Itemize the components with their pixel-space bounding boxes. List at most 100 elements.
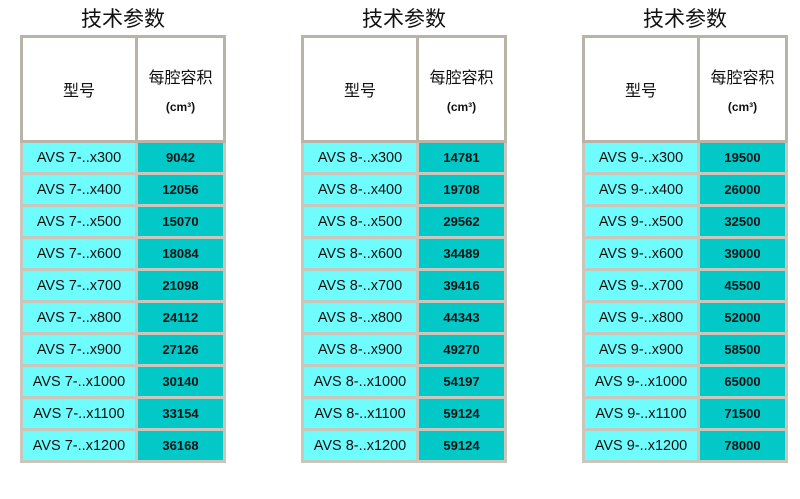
volume-cell: 26000 [697,172,788,207]
volume-label: 每腔容积 [710,68,775,87]
volume-cell: 65000 [697,364,788,399]
volume-label: 每腔容积 [148,68,213,87]
model-header: 型号 [301,35,419,143]
model-cell: AVS 8-..x1100 [301,396,419,431]
table-row: AVS 9-..x400 26000 [582,172,788,207]
volume-cell: 24112 [135,300,226,335]
table-title: 技术参数 [362,7,446,31]
model-cell: AVS 8-..x900 [301,332,419,367]
table-row: AVS 8-..x400 19708 [301,172,507,207]
volume-cell: 52000 [697,300,788,335]
spec-table: 型号 每腔容积 (cm³) AVS 7-..x300 9042 AVS 7-..x400… [20,35,226,463]
model-cell: AVS 9-..x800 [582,300,700,335]
volume-cell: 19500 [697,140,788,175]
table-row: AVS 7-..x500 15070 [20,204,226,239]
model-cell: AVS 9-..x1000 [582,364,700,399]
model-cell: AVS 8-..x400 [301,172,419,207]
table-row: AVS 7-..x900 27126 [20,332,226,367]
model-cell: AVS 8-..x300 [301,140,419,175]
model-cell: AVS 8-..x700 [301,268,419,303]
model-cell: AVS 8-..x600 [301,236,419,271]
model-cell: AVS 9-..x600 [582,236,700,271]
volume-cell: 30140 [135,364,226,399]
volume-cell: 34489 [416,236,507,271]
model-cell: AVS 7-..x700 [20,268,138,303]
table-row: AVS 7-..x1000 30140 [20,364,226,399]
table-row: AVS 8-..x1000 54197 [301,364,507,399]
header-row: 型号 每腔容积 (cm³) [301,35,507,143]
volume-cell: 12056 [135,172,226,207]
table-row: AVS 8-..x1100 59124 [301,396,507,431]
volume-cell: 59124 [416,396,507,431]
volume-cell: 78000 [697,428,788,463]
volume-cell: 59124 [416,428,507,463]
model-cell: AVS 7-..x1100 [20,396,138,431]
volume-cell: 45500 [697,268,788,303]
model-cell: AVS 8-..x800 [301,300,419,335]
table-row: AVS 9-..x700 45500 [582,268,788,303]
model-cell: AVS 9-..x300 [582,140,700,175]
spec-table: 型号 每腔容积 (cm³) AVS 8-..x300 14781 AVS 8-..x40… [301,35,507,463]
volume-cell: 14781 [416,140,507,175]
volume-cell: 54197 [416,364,507,399]
volume-cell: 18084 [135,236,226,271]
model-cell: AVS 8-..x500 [301,204,419,239]
volume-cell: 44343 [416,300,507,335]
volume-cell: 21098 [135,268,226,303]
table-row: AVS 9-..x800 52000 [582,300,788,335]
model-cell: AVS 7-..x500 [20,204,138,239]
volume-header: 每腔容积 (cm³) [697,35,788,143]
table-title: 技术参数 [81,7,165,31]
table-row: AVS 7-..x700 21098 [20,268,226,303]
volume-cell: 71500 [697,396,788,431]
volume-label: 每腔容积 [429,68,494,87]
model-cell: AVS 8-..x1200 [301,428,419,463]
volume-cell: 39416 [416,268,507,303]
table-title: 技术参数 [643,7,727,31]
model-cell: AVS 9-..x400 [582,172,700,207]
model-cell: AVS 7-..x900 [20,332,138,367]
table-row: AVS 9-..x500 32500 [582,204,788,239]
table-row: AVS 8-..x600 34489 [301,236,507,271]
model-cell: AVS 7-..x800 [20,300,138,335]
table-row: AVS 8-..x800 44343 [301,300,507,335]
unit-label: (cm³) [165,100,196,114]
volume-cell: 58500 [697,332,788,367]
header-row: 型号 每腔容积 (cm³) [20,35,226,143]
table-row: AVS 7-..x300 9042 [20,140,226,175]
volume-cell: 49270 [416,332,507,367]
model-cell: AVS 7-..x400 [20,172,138,207]
volume-cell: 15070 [135,204,226,239]
model-cell: AVS 9-..x500 [582,204,700,239]
spec-table: 型号 每腔容积 (cm³) AVS 9-..x300 19500 AVS 9-..x40… [582,35,788,463]
header-row: 型号 每腔容积 (cm³) [582,35,788,143]
model-cell: AVS 8-..x1000 [301,364,419,399]
table-row: AVS 7-..x600 18084 [20,236,226,271]
volume-cell: 27126 [135,332,226,367]
unit-label: (cm³) [446,100,477,114]
model-cell: AVS 9-..x1200 [582,428,700,463]
table-row: AVS 9-..x1100 71500 [582,396,788,431]
table-row: AVS 7-..x1100 33154 [20,396,226,431]
model-cell: AVS 7-..x1000 [20,364,138,399]
volume-header: 每腔容积 (cm³) [135,35,226,143]
volume-cell: 39000 [697,236,788,271]
table-row: AVS 8-..x900 49270 [301,332,507,367]
model-header: 型号 [20,35,138,143]
model-cell: AVS 7-..x1200 [20,428,138,463]
volume-cell: 19708 [416,172,507,207]
model-cell: AVS 7-..x600 [20,236,138,271]
table-row: AVS 7-..x400 12056 [20,172,226,207]
table-row: AVS 9-..x300 19500 [582,140,788,175]
unit-label: (cm³) [727,100,758,114]
volume-cell: 29562 [416,204,507,239]
table-row: AVS 9-..x1000 65000 [582,364,788,399]
table-row: AVS 7-..x800 24112 [20,300,226,335]
model-header: 型号 [582,35,700,143]
table-row: AVS 9-..x900 58500 [582,332,788,367]
model-cell: AVS 9-..x900 [582,332,700,367]
table-row: AVS 8-..x300 14781 [301,140,507,175]
volume-cell: 32500 [697,204,788,239]
table-row: AVS 8-..x500 29562 [301,204,507,239]
model-cell: AVS 9-..x1100 [582,396,700,431]
